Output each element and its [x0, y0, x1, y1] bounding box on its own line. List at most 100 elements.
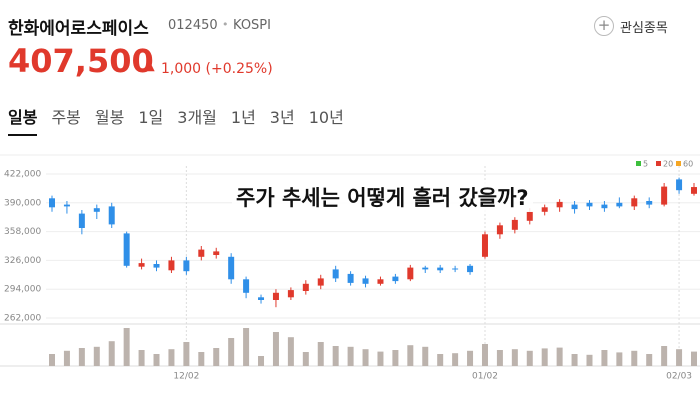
- volume-bar: [168, 349, 175, 366]
- x-tick-label: 02/03: [666, 372, 692, 382]
- volume-bar: [452, 353, 459, 366]
- volume-bar: [258, 356, 265, 366]
- candle-body: [63, 204, 70, 207]
- volume-bar: [108, 341, 115, 366]
- candle-body: [213, 251, 220, 255]
- period-tabs: 일봉 주봉 월봉 1일 3개월 1년 3년 10년: [0, 104, 358, 136]
- candle-body: [108, 206, 115, 225]
- x-tick-label: 12/02: [173, 372, 199, 382]
- candle-body: [198, 249, 205, 257]
- candle-body: [392, 276, 399, 282]
- volume-bar: [407, 345, 414, 366]
- volume-bar: [631, 350, 638, 366]
- chart: 262,000 294,000 326,000 358,000 390,000 422,0…: [0, 154, 700, 382]
- candle-body: [571, 204, 578, 210]
- volume-bar: [691, 351, 697, 366]
- period-tab[interactable]: 1일: [138, 108, 164, 127]
- volume-bar: [362, 349, 369, 366]
- candle-body: [481, 234, 488, 257]
- candle-body: [496, 225, 503, 235]
- period-tab[interactable]: 3개월: [177, 108, 217, 127]
- volume-bar: [467, 350, 474, 366]
- candle-body: [616, 202, 623, 207]
- volume-bar: [153, 354, 160, 366]
- stock-code: 012450: [168, 18, 218, 33]
- stock-name: 한화에어로스페이스: [8, 19, 149, 39]
- volume-bar: [272, 332, 279, 366]
- volume-bar: [601, 350, 608, 366]
- period-tab[interactable]: 3년: [269, 108, 295, 127]
- legend-label: 60: [683, 160, 693, 169]
- watch-button[interactable]: +: [594, 16, 614, 36]
- candle-body: [407, 267, 414, 280]
- candle-body: [287, 290, 294, 298]
- price: 407,500: [8, 42, 154, 80]
- candle-body: [302, 283, 309, 291]
- candle-body: [49, 198, 55, 208]
- x-tick-label: 01/02: [472, 372, 498, 382]
- candle-body: [123, 233, 130, 266]
- candle-body: [511, 219, 518, 230]
- candle-body: [691, 187, 697, 194]
- candle-body: [661, 186, 668, 205]
- volume-bar: [183, 342, 190, 366]
- volume-bar: [481, 344, 488, 366]
- volume-bar: [661, 346, 668, 366]
- candle-body: [317, 278, 324, 286]
- legend-swatch: [656, 161, 661, 166]
- volume-bar: [586, 354, 593, 366]
- candle-body: [362, 278, 369, 284]
- volume-bar: [93, 346, 100, 366]
- change: 1,000 (+0.25%): [161, 61, 273, 77]
- candle-body: [138, 263, 145, 267]
- period-tab[interactable]: 1년: [230, 108, 256, 127]
- y-tick-label: 390,000: [4, 198, 41, 208]
- volume-bar: [63, 350, 70, 366]
- volume-bar: [676, 349, 683, 366]
- candle-body: [586, 202, 593, 207]
- volume-bar: [49, 354, 55, 366]
- candle-body: [377, 279, 384, 284]
- volume-bar: [123, 328, 130, 366]
- volume-bar: [541, 348, 548, 366]
- volume-bar: [347, 346, 354, 366]
- candle-body: [243, 279, 250, 293]
- volume-bar: [646, 354, 653, 366]
- volume-bar: [317, 342, 324, 366]
- volume-bar: [526, 350, 533, 366]
- candle-body: [347, 273, 354, 283]
- volume-bar: [78, 348, 85, 366]
- volume-bar: [437, 354, 444, 366]
- candle-body: [631, 198, 638, 207]
- watch-label[interactable]: 관심종목: [620, 21, 668, 36]
- y-tick-label: 358,000: [4, 227, 41, 237]
- volume-bar: [243, 328, 250, 366]
- y-tick-label: 262,000: [4, 314, 41, 324]
- volume-bar: [287, 337, 294, 366]
- volume-bar: [213, 348, 220, 366]
- y-tick-label: 326,000: [4, 256, 41, 266]
- volume-bar: [616, 352, 623, 366]
- period-tab[interactable]: 월봉: [94, 108, 125, 127]
- legend-swatch: [636, 161, 641, 166]
- candle-body: [541, 207, 548, 212]
- candle-body: [168, 260, 175, 271]
- volume-bar: [392, 350, 399, 366]
- volume-bar: [422, 346, 429, 366]
- candle-body: [93, 208, 100, 212]
- legend-label: 20: [663, 160, 673, 169]
- period-tab[interactable]: 일봉: [8, 104, 38, 136]
- legend-swatch: [676, 161, 681, 166]
- volume-bar: [377, 351, 384, 366]
- candle-body: [228, 256, 235, 280]
- period-tab[interactable]: 10년: [308, 108, 344, 127]
- legend-label: 5: [643, 160, 648, 169]
- separator: •: [222, 18, 229, 31]
- candle-body: [153, 264, 160, 268]
- candle-body: [258, 297, 265, 300]
- candle-body: [676, 179, 683, 191]
- period-tab[interactable]: 주봉: [51, 108, 81, 127]
- y-tick-label: 422,000: [4, 170, 41, 180]
- volume-bar: [571, 354, 578, 366]
